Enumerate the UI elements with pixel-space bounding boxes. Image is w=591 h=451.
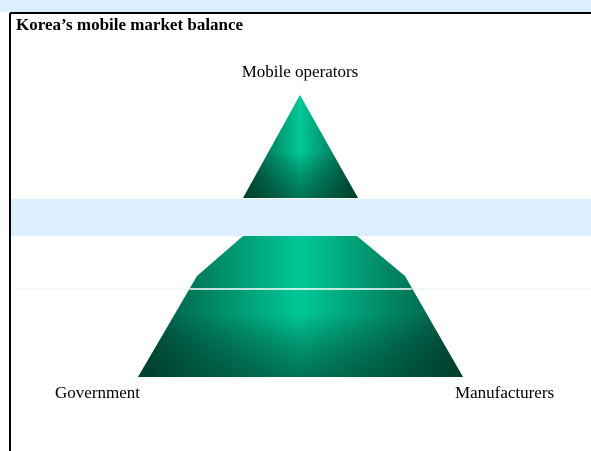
pyramid-top-shade xyxy=(243,95,358,198)
top-band xyxy=(0,0,591,12)
middle-band xyxy=(11,199,591,236)
node-label: Mobile operators xyxy=(242,62,359,81)
pyramid xyxy=(138,95,463,377)
node-label: Manufacturers xyxy=(455,383,554,402)
pyramid-bottom-shade xyxy=(138,236,463,377)
title: Korea’s mobile market balance xyxy=(16,15,244,34)
node-label: Government xyxy=(55,383,140,402)
